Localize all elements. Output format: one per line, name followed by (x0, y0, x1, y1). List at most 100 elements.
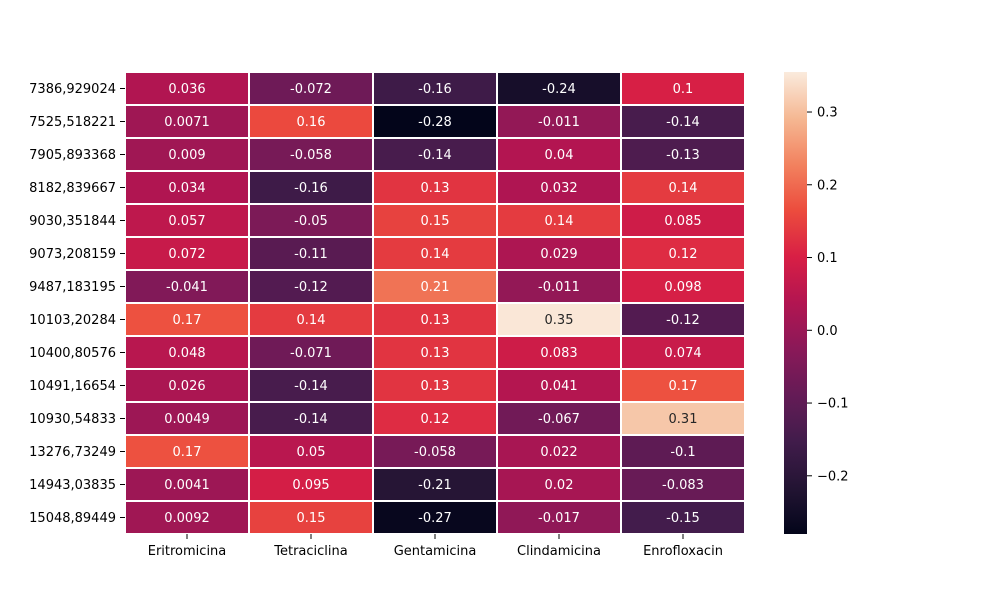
cell-value-label: -0.058 (414, 445, 456, 460)
cell-value-label: 0.072 (168, 247, 205, 262)
heatmap-cell (248, 236, 374, 271)
cell-value-label: 0.083 (540, 346, 577, 361)
heatmap-cell (620, 467, 746, 502)
cell-value-label: 0.034 (168, 181, 205, 196)
cell-value-label: 0.026 (168, 379, 205, 394)
heatmap-cell (248, 137, 374, 172)
cell-value-label: 0.14 (297, 313, 326, 328)
heatmap-cell (372, 500, 498, 535)
cell-value-label: -0.28 (418, 115, 452, 130)
cell-value-label: -0.058 (290, 148, 332, 163)
cell-value-label: -0.011 (538, 280, 580, 295)
cell-value-label: -0.071 (290, 346, 332, 361)
y-tick-label: 10491,16654 (29, 379, 116, 394)
heatmap-cell (124, 500, 250, 535)
cell-value-label: -0.13 (666, 148, 700, 163)
cell-value-label: 0.057 (168, 214, 205, 229)
heatmap-cell (248, 302, 374, 337)
x-tick-label: Enrofloxacin (643, 544, 723, 559)
heatmap-cell (372, 401, 498, 436)
y-tick-labels: 7386,929024 7525,518221 7905,893368 8182,83… (29, 82, 125, 526)
y-tick-label: 13276,73249 (29, 445, 116, 460)
cell-value-label: -0.16 (294, 181, 328, 196)
heatmap-cell (372, 368, 498, 403)
cell-value-label: 0.029 (540, 247, 577, 262)
y-tick-label: 10400,80576 (29, 346, 116, 361)
cell-value-label: 0.098 (664, 280, 701, 295)
heatmap-cell (496, 170, 622, 205)
y-tick-label: 15048,89449 (29, 511, 116, 526)
cell-value-label: -0.14 (418, 148, 452, 163)
colorbar-gradient (784, 72, 807, 534)
cell-value-label: -0.067 (538, 412, 580, 427)
colorbar-tick-label: −0.2 (817, 469, 849, 484)
y-tick-label: 9073,208159 (29, 247, 116, 262)
heatmap-cell (124, 368, 250, 403)
cell-value-label: 0.04 (545, 148, 574, 163)
cell-value-label: 0.12 (421, 412, 450, 427)
x-tick-label: Tetraciclina (273, 544, 347, 559)
heatmap-cell (496, 500, 622, 535)
cell-value-label: -0.27 (418, 511, 452, 526)
cell-value-label: 0.095 (292, 478, 329, 493)
cell-value-label: -0.12 (666, 313, 700, 328)
heatmap-cell (620, 401, 746, 436)
heatmap-cell (496, 434, 622, 469)
cell-value-label: -0.017 (538, 511, 580, 526)
cell-value-label: 0.14 (669, 181, 698, 196)
heatmap-cell (124, 401, 250, 436)
cell-value-label: 0.13 (421, 379, 450, 394)
cell-value-label: 0.048 (168, 346, 205, 361)
cell-value-label: -0.14 (294, 379, 328, 394)
heatmap-cell (496, 401, 622, 436)
cell-value-label: -0.15 (666, 511, 700, 526)
heatmap-cell (496, 368, 622, 403)
heatmap-cell (496, 236, 622, 271)
cell-value-label: 0.009 (168, 148, 205, 163)
heatmap-cell (496, 467, 622, 502)
cell-value-label: 0.14 (545, 214, 574, 229)
cell-value-label: -0.05 (294, 214, 328, 229)
cell-value-label: -0.011 (538, 115, 580, 130)
cell-value-label: -0.12 (294, 280, 328, 295)
cell-value-label: 0.16 (297, 115, 326, 130)
x-tick-label: Gentamicina (394, 544, 477, 559)
heatmap-cell (124, 269, 250, 304)
heatmap-cell (496, 137, 622, 172)
y-tick-label: 7905,893368 (29, 148, 116, 163)
cell-value-label: 0.12 (669, 247, 698, 262)
heatmap-cell (124, 467, 250, 502)
y-tick-label: 9487,183195 (29, 280, 116, 295)
heatmap-cell (620, 104, 746, 139)
cell-value-label: -0.1 (670, 445, 695, 460)
heatmap-cell (248, 335, 374, 370)
x-tick-label: Eritromicina (148, 544, 227, 559)
colorbar-tick-label: 0.1 (817, 251, 838, 266)
y-tick-label: 8182,839667 (29, 181, 116, 196)
y-tick-label: 14943,03835 (29, 478, 116, 493)
colorbar-tick-label: 0.0 (817, 324, 838, 339)
cell-value-label: 0.0092 (164, 511, 210, 526)
cell-value-label: 0.074 (664, 346, 701, 361)
y-tick-label: 10103,20284 (29, 313, 116, 328)
y-tick-label: 10930,54833 (29, 412, 116, 427)
cell-value-label: -0.083 (662, 478, 704, 493)
cell-value-label: 0.15 (421, 214, 450, 229)
cell-value-label: 0.041 (540, 379, 577, 394)
heatmap-cell (620, 335, 746, 370)
colorbar-tick-label: 0.3 (817, 106, 838, 121)
cell-value-label: 0.085 (664, 214, 701, 229)
cell-value-label: 0.0041 (164, 478, 210, 493)
cell-value-label: -0.21 (418, 478, 452, 493)
cell-value-label: -0.14 (666, 115, 700, 130)
x-tick-label: Clindamicina (517, 544, 601, 559)
colorbar-tick-label: 0.2 (817, 178, 838, 193)
y-tick-label: 7386,929024 (29, 82, 116, 97)
cell-value-label: 0.0049 (164, 412, 210, 427)
heatmap-cell (372, 203, 498, 238)
heatmap-cell (620, 500, 746, 535)
cell-value-label: 0.21 (421, 280, 450, 295)
colorbar-tick-label: −0.1 (817, 397, 849, 412)
heatmap-cell (248, 500, 374, 535)
cell-value-label: 0.17 (669, 379, 698, 394)
